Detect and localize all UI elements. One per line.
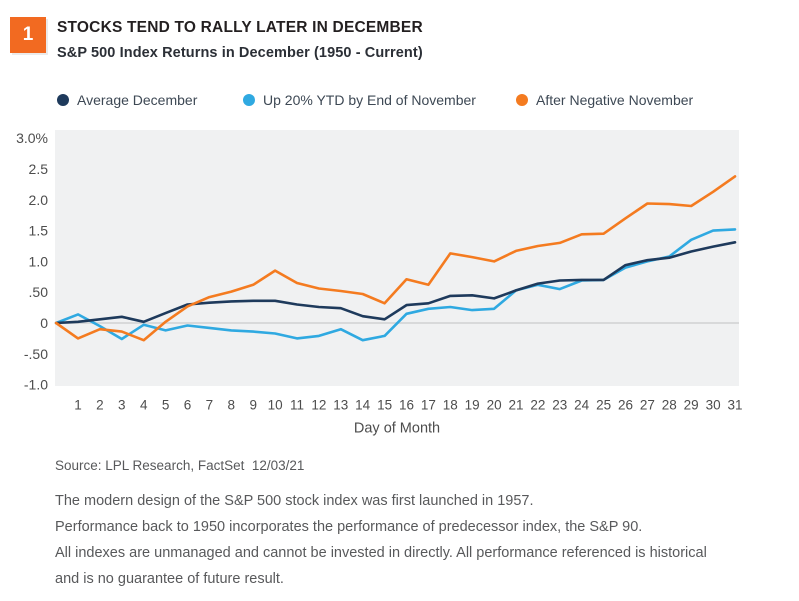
x-tick-label: 23	[552, 398, 567, 413]
x-tick-label: 13	[333, 398, 348, 413]
x-tick-label: 8	[228, 398, 236, 413]
x-tick-label: 7	[206, 398, 214, 413]
y-tick-label: 1.0	[29, 253, 49, 269]
x-tick-label: 19	[465, 398, 480, 413]
x-tick-label: 9	[249, 398, 257, 413]
x-tick-label: 18	[443, 398, 458, 413]
x-tick-label: 1	[74, 398, 82, 413]
x-tick-label: 2	[96, 398, 104, 413]
page-title: STOCKS TEND TO RALLY LATER IN DECEMBER	[57, 19, 423, 36]
figure-number-badge: 1	[10, 17, 46, 53]
y-tick-label: -1.0	[24, 377, 48, 393]
x-tick-label: 26	[618, 398, 633, 413]
legend-label: Up 20% YTD by End of November	[263, 92, 476, 108]
x-tick-label: 20	[487, 398, 502, 413]
disclosure-line: Performance back to 1950 incorporates th…	[55, 519, 643, 535]
x-tick-label: 12	[311, 398, 326, 413]
x-tick-label: 16	[399, 398, 414, 413]
circle-icon	[516, 94, 528, 106]
series-line-after-negative-november	[54, 175, 737, 342]
legend-label: After Negative November	[536, 92, 694, 108]
circle-icon	[57, 94, 69, 106]
x-tick-label: 22	[530, 398, 545, 413]
plot-area	[55, 130, 739, 386]
x-tick-label: 10	[268, 398, 283, 413]
series-line-average-december	[54, 241, 737, 325]
disclosure-text: The modern design of the S&P 500 stock i…	[55, 488, 775, 592]
x-tick-label: 27	[640, 398, 655, 413]
disclosure-line: All indexes are unmanaged and cannot be …	[55, 545, 707, 561]
series-line-up-20-ytd-by-end-of-november	[54, 228, 737, 342]
y-tick-label: 2.0	[29, 192, 49, 208]
circle-icon	[243, 94, 255, 106]
x-tick-label: 24	[574, 398, 590, 413]
y-tick-label: .50	[29, 284, 49, 300]
x-tick-label: 17	[421, 398, 436, 413]
x-tick-label: 31	[727, 398, 742, 413]
x-tick-label: 3	[118, 398, 126, 413]
y-tick-label: 3.0%	[16, 130, 48, 146]
legend-item-average-december: Average December	[57, 92, 197, 108]
x-tick-label: 4	[140, 398, 148, 413]
x-tick-label: 6	[184, 398, 192, 413]
x-tick-label: 25	[596, 398, 611, 413]
line-chart-canvas: 3.0%2.52.01.51.0.500-.50-1.01 2 3 4 5 6 7 8 9 10 1…	[16, 130, 743, 437]
x-axis-title: Day of Month	[354, 421, 440, 437]
legend-label: Average December	[77, 92, 198, 108]
y-tick-label: 0	[40, 315, 48, 331]
legend-item-up-20-ytd: Up 20% YTD by End of November	[243, 92, 476, 108]
disclosure-line: The modern design of the S&P 500 stock i…	[55, 493, 534, 509]
y-tick-label: -.50	[24, 346, 48, 362]
x-tick-label: 11	[290, 398, 304, 413]
x-tick-label: 21	[508, 398, 523, 413]
x-tick-label: 14	[355, 398, 371, 413]
y-tick-label: 1.5	[29, 223, 49, 239]
source-text: Source: LPL Research, FactSet 12/03/21	[55, 458, 305, 473]
page-subtitle: S&P 500 Index Returns in December (1950 …	[57, 45, 423, 61]
x-tick-label: 29	[684, 398, 699, 413]
x-tick-label: 5	[162, 398, 170, 413]
y-tick-label: 2.5	[29, 161, 49, 177]
x-tick-label: 30	[706, 398, 721, 413]
legend-item-after-negative-november: After Negative November	[516, 92, 693, 108]
x-tick-label: 15	[377, 398, 392, 413]
disclosure-line: and is no guarantee of future result.	[55, 571, 284, 587]
x-tick-label: 28	[662, 398, 677, 413]
